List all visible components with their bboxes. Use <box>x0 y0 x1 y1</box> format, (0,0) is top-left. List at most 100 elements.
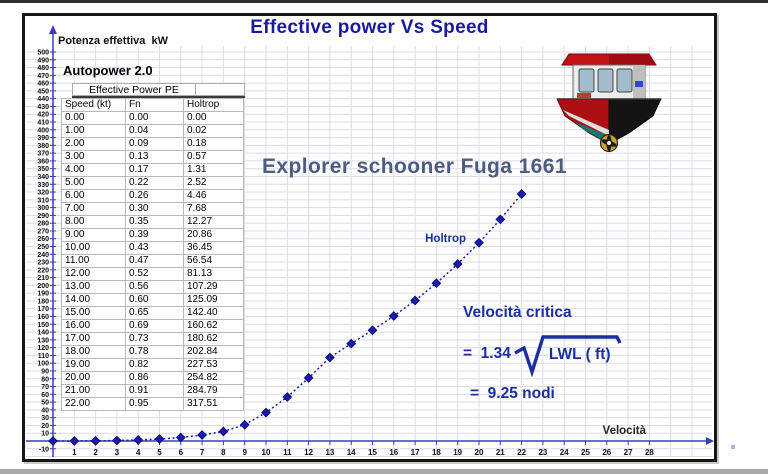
data-point-marker <box>325 352 335 363</box>
y-tick-label: 110 <box>38 353 49 360</box>
table-cell: 0.65 <box>125 306 184 320</box>
y-tick-label: 370 <box>37 151 49 158</box>
y-tick-label: 190 <box>37 291 49 298</box>
x-tick-label: 6 <box>179 448 184 457</box>
table-cell: 0.00 <box>61 111 126 125</box>
table-cell: 202.84 <box>183 345 244 359</box>
table-cell: 22.00 <box>61 397 126 411</box>
table-row: 4.00 0.17 1.31 <box>61 163 244 177</box>
data-point-marker <box>516 189 527 199</box>
data-point-marker <box>261 407 271 418</box>
data-point-marker <box>218 426 229 437</box>
table-cell: 0.47 <box>125 254 184 268</box>
y-tick-label: 70 <box>41 384 49 391</box>
table-cell: 20.86 <box>183 228 244 242</box>
table-cell: 0.52 <box>125 267 184 281</box>
table-cell: 20.00 <box>61 371 126 385</box>
table-header-row: Speed (kt) Fn Holtrop <box>61 98 244 112</box>
table-row: 18.00 0.78 202.84 <box>61 345 244 359</box>
y-tick-label: 430 <box>37 104 49 111</box>
y-tick-label: 150 <box>37 322 49 329</box>
x-tick-label: 10 <box>262 448 271 457</box>
table-row: 9.00 0.39 20.86 <box>61 228 244 242</box>
table-cell: 0.02 <box>183 124 244 138</box>
table-row: 21.00 0.91 284.79 <box>61 384 244 398</box>
table-row: 12.00 0.52 81.13 <box>61 267 244 281</box>
table-cell: 16.00 <box>61 319 126 333</box>
table-cell: 0.60 <box>125 293 184 307</box>
cabin-red-panel <box>577 93 591 98</box>
table-cell: 5.00 <box>61 176 126 190</box>
y-tick-label: 80 <box>41 376 49 383</box>
radical-icon <box>514 335 622 377</box>
table-row: 1.00 0.04 0.02 <box>61 124 244 138</box>
y-tick-label: 460 <box>37 81 49 88</box>
boat-cabin <box>572 64 646 100</box>
table-divider-line <box>72 96 245 98</box>
x-axis-title: Velocità <box>602 425 646 437</box>
x-tick-label: 11 <box>283 448 292 457</box>
y-tick-label: 380 <box>37 143 49 150</box>
y-tick-label: 120 <box>37 345 49 352</box>
data-point-marker <box>282 392 293 402</box>
table-cell: 11.00 <box>61 254 126 268</box>
table-cell: 0.43 <box>125 241 184 255</box>
table-cell: 0.00 <box>125 111 184 125</box>
y-tick-label: 350 <box>37 166 49 173</box>
y-tick-label: 240 <box>37 252 49 259</box>
data-point-marker <box>197 430 207 440</box>
y-tick-label: 270 <box>37 228 49 235</box>
table-cell: 0.30 <box>125 202 184 216</box>
table-row: 7.00 0.30 7.68 <box>61 202 244 216</box>
table-row: 10.00 0.43 36.45 <box>61 241 244 255</box>
table-cell: 0.09 <box>125 137 184 151</box>
boat-propeller <box>599 133 619 153</box>
table-row: 17.00 0.73 180.62 <box>61 332 244 346</box>
table-row: 2.00 0.09 0.18 <box>61 137 244 151</box>
table-cell: 13.00 <box>61 280 126 294</box>
y-tick-label: 20 <box>41 423 49 430</box>
table-cell: 0.91 <box>125 384 184 398</box>
table-cell: 2.52 <box>183 176 244 190</box>
data-point-marker <box>346 338 357 349</box>
y-tick-label: 140 <box>37 330 49 337</box>
table-cell: 19.00 <box>61 358 126 372</box>
x-tick-label: 2 <box>93 448 98 457</box>
y-tick-label: 500 <box>37 50 49 57</box>
y-tick-label: 400 <box>37 127 49 134</box>
y-axis-arrow-icon <box>49 25 57 34</box>
data-point-marker <box>133 435 144 445</box>
table-cell: 2.00 <box>61 137 126 151</box>
data-point-marker <box>474 237 484 248</box>
x-tick-label: 15 <box>368 448 377 457</box>
data-point-marker <box>410 295 420 306</box>
table-row: 15.00 0.65 142.40 <box>61 306 244 320</box>
cabin-window <box>578 68 595 93</box>
table-cell: 0.78 <box>125 345 184 359</box>
x-tick-label: 14 <box>347 448 356 457</box>
table-cell: 0.57 <box>183 150 244 164</box>
critical-speed-block: Velocità critica = 1.34 LWL ( ft) = 9.25… <box>463 304 625 403</box>
model-name-label: Explorer schooner Fuga 1661 <box>262 155 567 178</box>
table-cell: 0.95 <box>125 397 184 411</box>
data-point-marker <box>239 419 250 430</box>
y-tick-label: -10 <box>39 446 49 453</box>
x-tick-label: 17 <box>411 448 420 457</box>
y-tick-label: 490 <box>37 57 49 64</box>
table-cell: 7.00 <box>61 202 126 216</box>
y-tick-label: 50 <box>41 400 49 407</box>
data-point-marker <box>495 214 506 225</box>
data-point-marker <box>154 434 165 444</box>
table-row: 3.00 0.13 0.57 <box>61 150 244 164</box>
y-tick-label: 250 <box>37 244 49 251</box>
chart-title: Effective power Vs Speed <box>250 17 489 38</box>
y-tick-label: 210 <box>37 275 49 282</box>
critical-speed-formula: = 1.34 LWL ( ft) <box>463 333 625 377</box>
data-point-marker <box>175 432 186 443</box>
y-tick-label: 60 <box>41 392 49 399</box>
table-row: 14.00 0.60 125.09 <box>61 293 244 307</box>
table-cell: 0.56 <box>125 280 184 294</box>
table-cell: 0.39 <box>125 228 184 242</box>
table-cell: 0.18 <box>183 137 244 151</box>
table-cell: 142.40 <box>183 306 244 320</box>
